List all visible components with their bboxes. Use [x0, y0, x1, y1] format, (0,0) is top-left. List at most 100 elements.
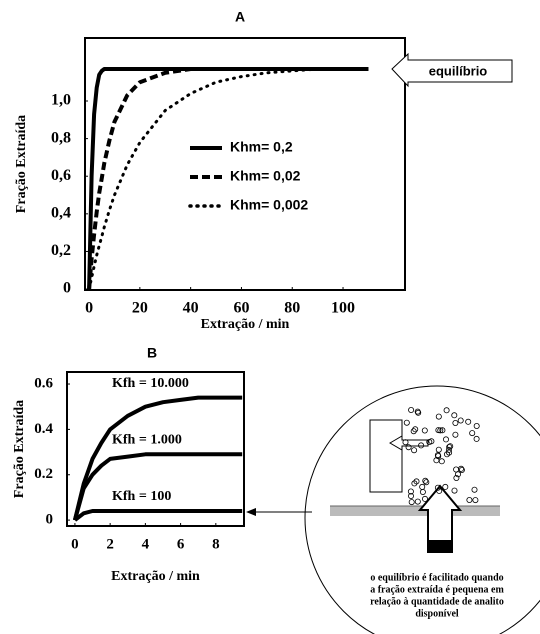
analyte-dot: [421, 495, 428, 502]
analyte-dot: [439, 427, 446, 434]
analyte-dot: [435, 413, 442, 420]
analyte-dot: [419, 483, 426, 490]
analyte-dot: [414, 408, 421, 415]
diagram-circle: [304, 385, 540, 634]
series-line: [87, 67, 369, 290]
analyte-dot: [411, 447, 418, 454]
analyte-dot: [418, 442, 425, 449]
analyte-dot: [408, 499, 415, 506]
analyte-dot: [451, 412, 458, 419]
series-line: [73, 509, 243, 522]
plot-frame: [66, 371, 245, 527]
x-tick-label: 8: [212, 536, 220, 552]
x-tick-label: 2: [106, 536, 114, 552]
curve-label: Kfh = 1.000: [112, 433, 182, 448]
analyte-dot: [433, 457, 440, 464]
analyte-dot: [457, 417, 464, 424]
analyte-dot: [442, 436, 449, 443]
y-tick-label: 0,2: [51, 242, 71, 259]
x-tick-label: 100: [331, 300, 355, 317]
analyte-dot: [407, 492, 414, 499]
small-arrow: [389, 435, 429, 451]
analyte-dot: [419, 488, 426, 495]
y-tick-label: 0: [46, 512, 54, 528]
x-axis-label: Extração / min: [111, 569, 200, 584]
analyte-dot: [436, 487, 443, 494]
analyte-dot: [452, 431, 459, 438]
y-tick-label: 0,8: [51, 129, 71, 146]
y-tick-label: 0.6: [34, 375, 53, 391]
diagram: o equilíbrio é facilitado quando a fraçã…: [246, 385, 540, 634]
analyte-dot: [411, 480, 418, 487]
y-axis-label: Fração Extraída: [12, 400, 27, 498]
series-line: [72, 395, 243, 521]
series-line: [87, 67, 370, 291]
y-tick-label: 1,0: [51, 92, 71, 109]
analyte-dot: [421, 427, 428, 434]
analyte-dot: [473, 435, 480, 442]
pointer-head: [246, 508, 256, 516]
analyte-dot: [451, 487, 458, 494]
analyte-dot: [405, 444, 412, 451]
analyte-dot: [452, 419, 459, 426]
x-tick-label: 20: [132, 300, 148, 317]
analyte-dot: [469, 430, 476, 437]
legend-label: Khm= 0,002: [230, 197, 308, 213]
analyte-dot: [466, 496, 473, 503]
x-axis-label: Extração / min: [201, 317, 290, 332]
y-tick-label: 0,6: [51, 167, 71, 184]
analyte-dot: [410, 428, 417, 435]
analyte-dot: [437, 427, 444, 434]
analyte-dot: [413, 478, 420, 485]
legend-label: Khm= 0,02: [230, 168, 301, 184]
big-arrow-base: [428, 540, 452, 552]
x-tick-label: 40: [183, 300, 199, 317]
analyte-dot: [446, 449, 453, 456]
x-tick-label: 0: [71, 536, 79, 552]
analyte-dot: [442, 483, 449, 490]
big-arrow: [417, 484, 463, 553]
analyte-dot: [438, 458, 445, 465]
chart-title: A: [235, 9, 245, 25]
plot-frame: [84, 37, 406, 291]
analyte-dot: [458, 466, 465, 473]
analyte-dot: [434, 484, 441, 491]
y-tick-label: 0,4: [51, 205, 71, 222]
analyte-dot: [447, 443, 454, 450]
caption-line: relação à quantidade de analito: [370, 596, 504, 607]
analyte-dot: [458, 465, 465, 472]
analyte-dot: [412, 426, 419, 433]
analyte-dot: [471, 486, 478, 493]
analyte-dot: [472, 497, 479, 504]
matrix-band: [330, 506, 500, 516]
annotation-arrow: [391, 52, 513, 88]
analyte-dot: [426, 438, 433, 445]
caption-line: disponível: [415, 608, 459, 619]
analyte-dot: [423, 479, 430, 486]
analyte-dot: [402, 439, 409, 446]
analyte-dot: [443, 407, 450, 414]
caption-line: o equilíbrio é facilitado quando: [370, 572, 503, 583]
analyte-dot: [408, 406, 415, 413]
analyte-dot: [454, 471, 461, 478]
curve-label: Kfh = 100: [112, 489, 171, 504]
series-line: [87, 67, 369, 290]
x-tick-label: 60: [233, 300, 249, 317]
analyte-dot: [473, 422, 480, 429]
legend-label: Khm= 0,2: [230, 139, 293, 155]
annotation: equilíbrio: [429, 63, 488, 78]
y-tick-label: 0: [63, 280, 71, 297]
x-tick-label: 0: [85, 300, 93, 317]
analyte-dots: [402, 406, 480, 506]
y-axis-label: Fração Extraída: [14, 115, 29, 213]
analyte-dot: [465, 418, 472, 425]
analyte-dot: [407, 488, 414, 495]
analyte-dot: [403, 419, 410, 426]
chart-title: B: [147, 345, 157, 361]
analyte-dot: [445, 446, 452, 453]
caption-line: a fração extraída é pequena em: [370, 584, 504, 595]
analyte-dot: [414, 498, 421, 505]
x-tick-label: 6: [177, 536, 185, 552]
analyte-dot: [446, 443, 453, 450]
